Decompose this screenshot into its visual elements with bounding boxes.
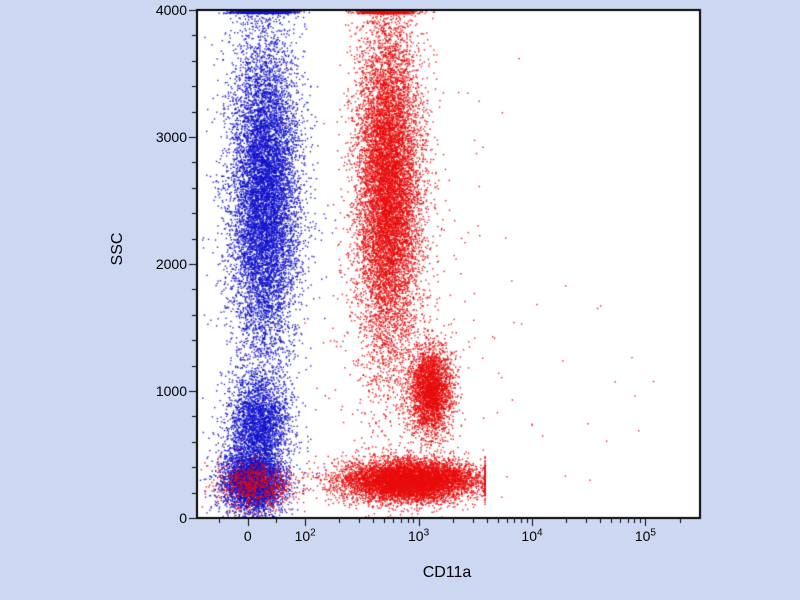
x-tick-label: 0 (243, 528, 252, 544)
y-tick-label: 2000 (155, 256, 187, 272)
y-tick-label: 0 (179, 510, 187, 526)
x-tick-label: 103 (407, 527, 430, 544)
y-tick-label: 4000 (155, 2, 187, 18)
x-tick-label: 102 (294, 527, 316, 544)
y-tick-label: 1000 (155, 383, 187, 399)
y-axis-title: SSC (109, 232, 126, 266)
x-axis-title: CD11a (422, 564, 472, 581)
x-tick-label: 104 (521, 527, 543, 544)
y-tick-label: 3000 (155, 129, 187, 145)
x-tick-label: 105 (634, 527, 656, 544)
